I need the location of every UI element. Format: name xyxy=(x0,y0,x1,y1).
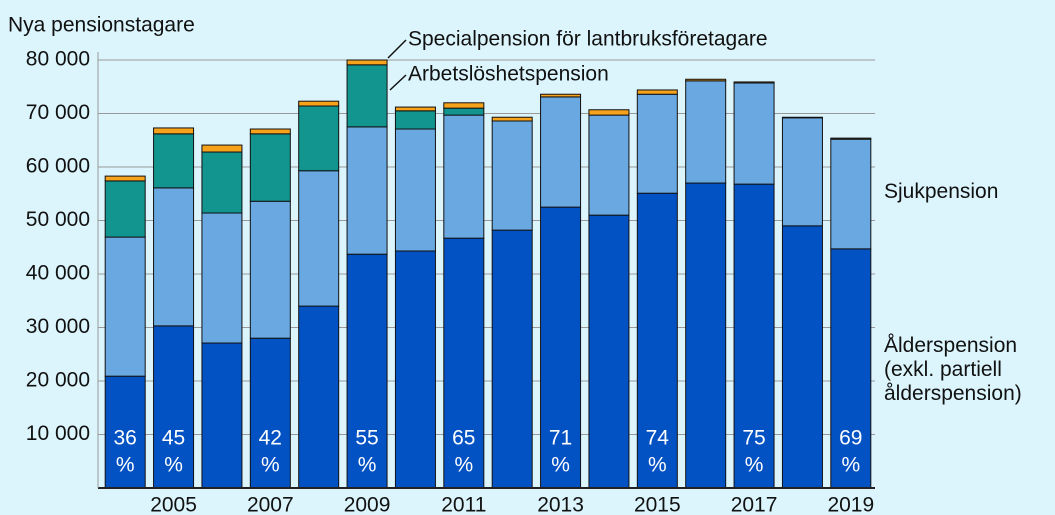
legend-label: Ålderspension (exkl. partiell ålderspens… xyxy=(884,334,1022,405)
bar-segment xyxy=(685,80,727,184)
y-tick-label: 20 000 xyxy=(26,369,90,392)
bar-segment xyxy=(733,82,775,185)
bar-segment xyxy=(636,89,678,95)
bar-segment xyxy=(491,120,533,231)
bar-segment xyxy=(394,110,436,130)
bar-segment xyxy=(685,78,727,82)
bar-segment xyxy=(298,100,340,107)
share-unit: % xyxy=(116,454,135,477)
bar-segment xyxy=(346,253,388,489)
bar-segment xyxy=(346,59,388,66)
bar-segment xyxy=(830,248,872,489)
share-label: 69 xyxy=(839,427,862,450)
bar-segment xyxy=(153,187,195,327)
bar-segment xyxy=(104,180,146,238)
bar-segment xyxy=(443,114,485,239)
y-tick-label: 60 000 xyxy=(26,155,90,178)
bar-segment xyxy=(104,375,146,489)
bar-segment xyxy=(104,175,146,182)
y-tick-label: 50 000 xyxy=(26,208,90,231)
annotation-label: Specialpension för lantbruksföretagare xyxy=(408,28,768,51)
bar-segment xyxy=(830,138,872,250)
bar-segment xyxy=(249,133,291,202)
x-tick-label: 2005 xyxy=(150,494,197,515)
bar-segment xyxy=(153,127,195,135)
bar-segment xyxy=(443,102,485,109)
x-tick-label: 2019 xyxy=(827,494,874,515)
share-unit: % xyxy=(261,454,280,477)
share-unit: % xyxy=(841,454,860,477)
share-unit: % xyxy=(745,454,764,477)
bar-segment xyxy=(781,225,823,489)
bar-segment xyxy=(588,109,630,116)
bar-segment xyxy=(540,206,582,489)
share-unit: % xyxy=(648,454,667,477)
bar-segment xyxy=(394,106,436,112)
bar-segment xyxy=(588,114,630,216)
bar-segment xyxy=(491,229,533,489)
share-label: 55 xyxy=(355,427,378,450)
bar-segment xyxy=(298,305,340,489)
share-label: 75 xyxy=(742,427,765,450)
bar-segment xyxy=(346,126,388,255)
share-label: 42 xyxy=(259,427,282,450)
annotation-label: Arbetslöshetspension xyxy=(408,63,609,86)
bar-segment xyxy=(685,182,727,489)
share-unit: % xyxy=(551,454,570,477)
bar-segment xyxy=(443,107,485,116)
y-tick-label: 70 000 xyxy=(26,101,90,124)
y-axis-label: Nya pensionstagare xyxy=(8,14,195,37)
bar-segment xyxy=(153,325,195,489)
share-label: 71 xyxy=(549,427,572,450)
share-label: 65 xyxy=(452,427,475,450)
x-tick-label: 2015 xyxy=(634,494,681,515)
bar-segment xyxy=(636,93,678,194)
bar-segment xyxy=(249,337,291,489)
bar-segment xyxy=(733,81,775,84)
share-unit: % xyxy=(454,454,473,477)
bar-segment xyxy=(201,212,243,344)
bar-segment xyxy=(588,214,630,489)
bar-segment xyxy=(298,170,340,307)
bar-segment xyxy=(540,93,582,98)
leader-line xyxy=(387,39,407,59)
bar-segment xyxy=(491,116,533,122)
y-tick-label: 10 000 xyxy=(26,422,90,445)
share-unit: % xyxy=(164,454,183,477)
x-tick-label: 2011 xyxy=(441,494,486,515)
bar-segment xyxy=(298,105,340,172)
bar-segment xyxy=(540,96,582,208)
bar-segment xyxy=(830,137,872,140)
bar-segment xyxy=(443,237,485,489)
bar-segment xyxy=(201,151,243,214)
y-tick-label: 30 000 xyxy=(26,315,90,338)
bar-segment xyxy=(394,128,436,252)
bar-segment xyxy=(249,200,291,339)
bar-segment xyxy=(781,117,823,227)
bar-segment xyxy=(201,342,243,489)
legend-label: Sjukpension xyxy=(884,180,999,203)
x-tick-label: 2007 xyxy=(247,494,294,515)
leader-line xyxy=(389,74,407,91)
bar-segment xyxy=(781,116,823,119)
x-tick-label: 2013 xyxy=(537,494,584,515)
x-tick-label: 2009 xyxy=(344,494,391,515)
share-unit: % xyxy=(358,454,377,477)
y-tick-label: 80 000 xyxy=(26,48,90,71)
bar-segment xyxy=(249,128,291,135)
x-tick-label: 2017 xyxy=(731,494,778,515)
bar-segment xyxy=(201,144,243,153)
bar-segment xyxy=(153,133,195,189)
share-label: 74 xyxy=(646,427,670,450)
bar-segment xyxy=(394,250,436,489)
share-label: 45 xyxy=(162,427,185,450)
share-label: 36 xyxy=(114,427,137,450)
y-tick-label: 40 000 xyxy=(26,262,90,285)
bar-segment xyxy=(346,64,388,128)
bar-segment xyxy=(104,236,146,377)
